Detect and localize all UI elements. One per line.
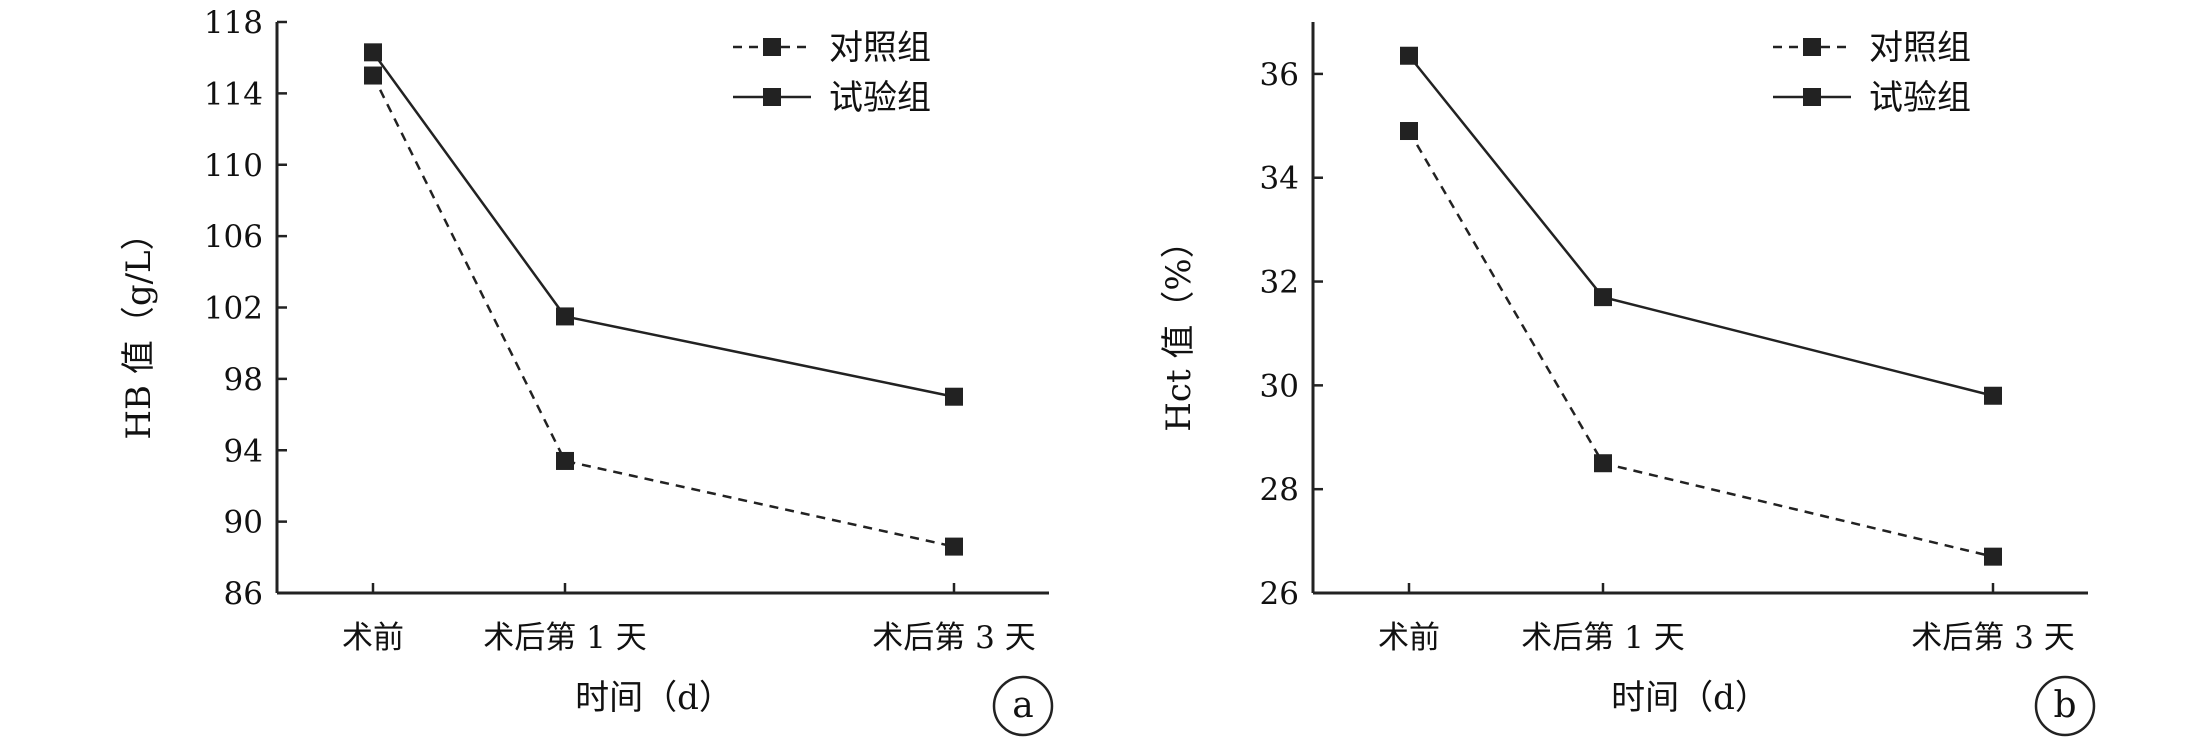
data-point-test — [1400, 46, 1418, 65]
data-point-test — [1594, 288, 1612, 307]
y-tick-label: 28 — [1260, 472, 1299, 508]
legend-marker-test — [1803, 88, 1821, 106]
y-tick-label: 118 — [204, 5, 263, 41]
x-tick-label: 术前 — [1378, 620, 1440, 656]
legend-marker-control — [1803, 38, 1821, 56]
panel-label-circle — [992, 675, 1054, 737]
y-axis-title: Hct 值（%） — [1159, 224, 1199, 431]
data-point-test — [1984, 386, 2002, 405]
y-tick-label: 110 — [204, 148, 263, 184]
x-tick-label: 术后第 1 天 — [483, 620, 646, 656]
data-point-test — [364, 43, 382, 62]
x-axis-title: 时间（d） — [575, 678, 733, 718]
legend-label-control: 对照组 — [829, 28, 931, 68]
x-tick-label: 术后第 3 天 — [1911, 620, 2074, 656]
data-point-test — [945, 387, 963, 406]
legend-label-test: 试验组 — [829, 78, 931, 118]
panel-label-circle — [2034, 675, 2096, 737]
data-point-control — [1400, 122, 1418, 141]
y-tick-label: 106 — [204, 219, 263, 255]
legend-marker-test — [763, 88, 781, 106]
data-point-control — [1594, 454, 1612, 473]
panel-label: a — [1012, 685, 1033, 726]
data-point-control — [945, 537, 963, 556]
x-tick-label: 术后第 1 天 — [1521, 620, 1684, 656]
series-line-control — [371, 74, 955, 548]
series-line-control — [1407, 130, 1994, 558]
x-tick-label: 术后第 3 天 — [872, 620, 1035, 656]
panel-label: b — [2053, 685, 2076, 726]
data-point-test — [556, 307, 574, 326]
y-tick-label: 30 — [1260, 368, 1299, 404]
y-tick-label: 102 — [204, 291, 263, 327]
y-axis-title: HB 值（g/L） — [119, 216, 159, 439]
x-axis-title: 时间（d） — [1611, 678, 1769, 718]
legend-label-test: 试验组 — [1869, 78, 1971, 118]
y-tick-label: 90 — [224, 505, 263, 541]
data-point-control — [364, 66, 382, 85]
data-point-control — [556, 451, 574, 470]
y-tick-label: 114 — [204, 76, 263, 112]
y-tick-label: 94 — [224, 433, 263, 469]
legend-marker-control — [763, 38, 781, 56]
y-tick-label: 98 — [224, 362, 263, 398]
legend-label-control: 对照组 — [1869, 28, 1971, 68]
panel-a-hb-chart: 86 90 94 98 102 106 110 114 118 术前 术后第 1 天 术后第 3 天时… — [119, 5, 1054, 737]
y-tick-label: 32 — [1260, 265, 1299, 301]
y-tick-label: 36 — [1260, 57, 1299, 93]
panel-b-hct-chart: 26 28 30 32 34 36 术前 术后第 1 天 术后第 3 天时间（d） Hct 值（%… — [1159, 22, 2096, 737]
data-point-control — [1984, 547, 2002, 566]
y-tick-label: 26 — [1260, 576, 1299, 612]
y-tick-label: 86 — [224, 576, 263, 612]
y-tick-label: 34 — [1260, 161, 1299, 197]
x-tick-label: 术前 — [342, 620, 404, 656]
